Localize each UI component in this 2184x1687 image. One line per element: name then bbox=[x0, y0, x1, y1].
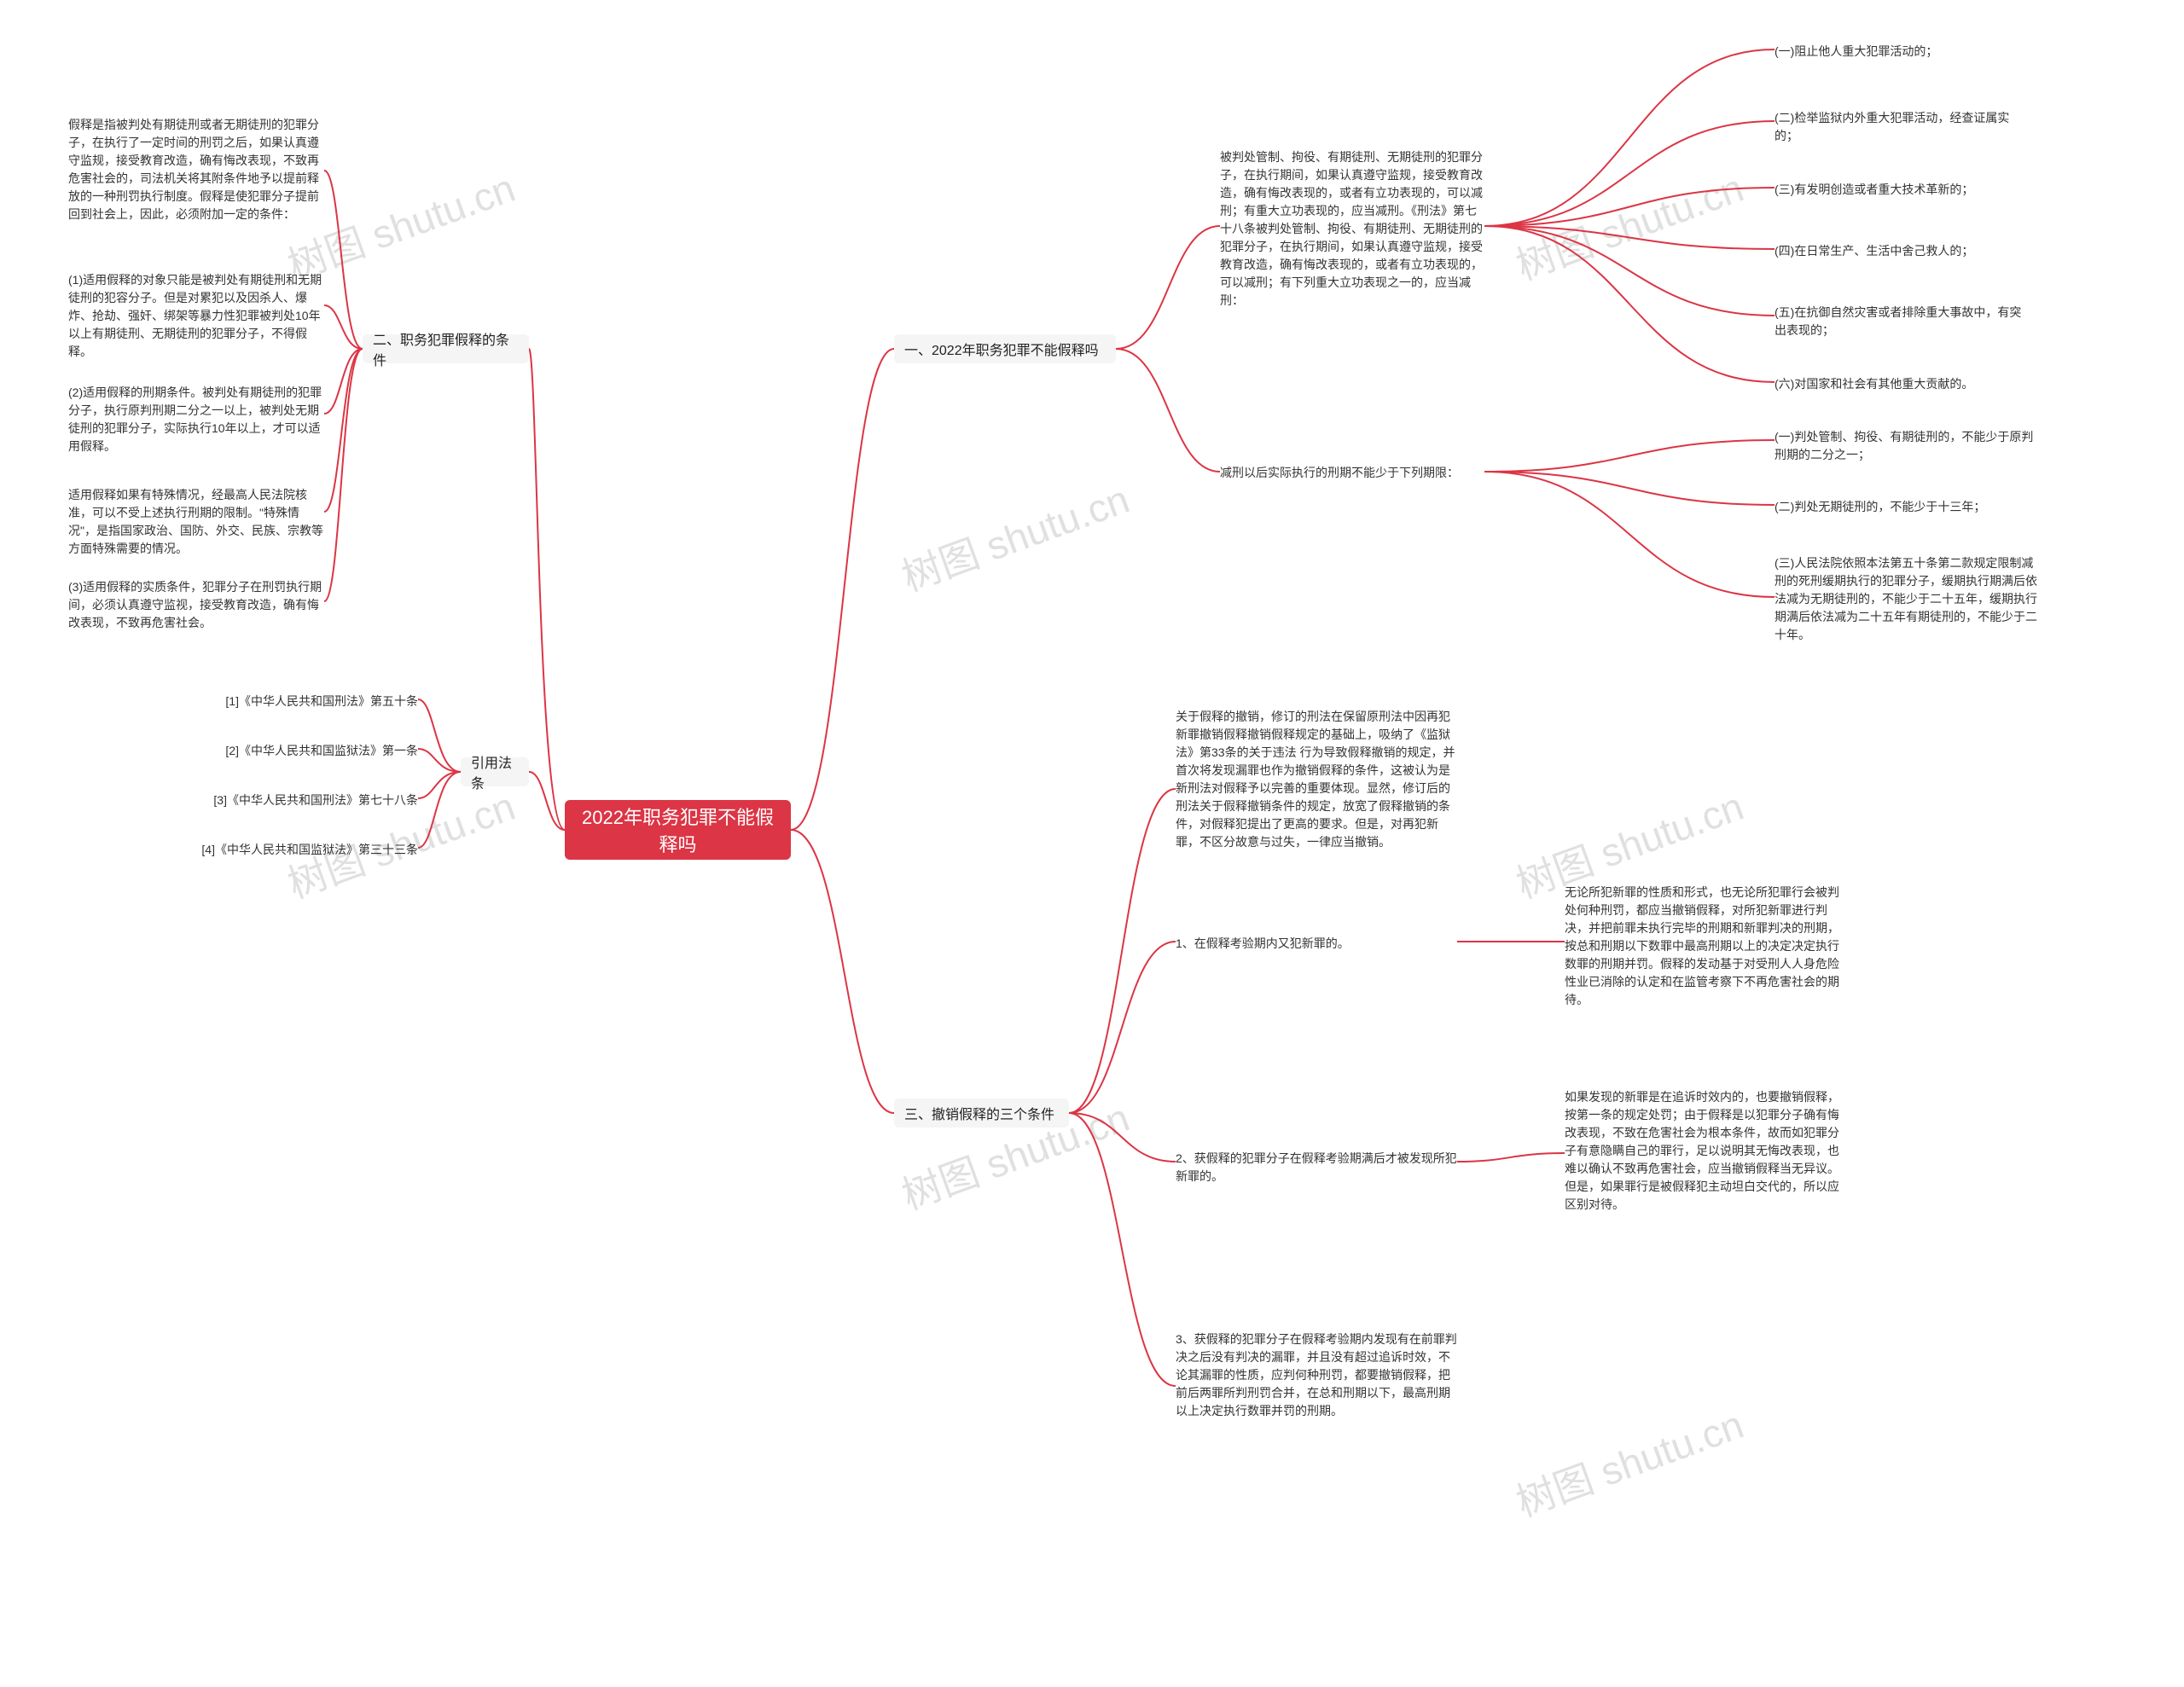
leaf-b3c1: 1、在假释考验期内又犯新罪的。 bbox=[1176, 935, 1457, 953]
branch-label: 引用法条 bbox=[471, 751, 519, 792]
root-node[interactable]: 2022年职务犯罪不能假释吗 bbox=[565, 800, 791, 860]
leaf-b2c1: 假释是指被判处有期徒刑或者无期徒刑的犯罪分子，在执行了一定时间的刑罚之后，如果认… bbox=[68, 116, 324, 223]
leaf-b1c1c: (三)有发明创造或者重大技术革新的； bbox=[1774, 181, 2030, 199]
leaf-b2c4: 适用假释如果有特殊情况，经最高人民法院核准，可以不受上述执行刑期的限制。"特殊情… bbox=[68, 486, 324, 558]
leaf-b1c1: 被判处管制、拘役、有期徒刑、无期徒刑的犯罪分子，在执行期间，如果认真遵守监规，接… bbox=[1220, 148, 1484, 310]
leaf-b1c1d: (四)在日常生产、生活中舍己救人的； bbox=[1774, 242, 2030, 260]
leaf-b3c3: 3、获假释的犯罪分子在假释考验期内发现有在前罪判决之后没有判决的漏罪，并且没有超… bbox=[1176, 1330, 1457, 1420]
leaf-b1c1b: (二)检举监狱内外重大犯罪活动，经查证属实的； bbox=[1774, 109, 2030, 145]
leaf-b1c2: 减刑以后实际执行的刑期不能少于下列期限： bbox=[1220, 464, 1484, 482]
branch-label: 三、撤销假释的三个条件 bbox=[904, 1103, 1054, 1123]
leaf-b1c1e: (五)在抗御自然灾害或者排除重大事故中，有突出表现的； bbox=[1774, 304, 2030, 339]
leaf-b1c1a: (一)阻止他人重大犯罪活动的； bbox=[1774, 43, 2030, 61]
leaf-b4c3: [3]《中华人民共和国刑法》第七十八条 bbox=[162, 791, 418, 809]
leaf-b1c2a: (一)判处管制、拘役、有期徒刑的，不能少于原判刑期的二分之一； bbox=[1774, 428, 2039, 464]
leaf-b3c0: 关于假释的撤销，修订的刑法在保留原刑法中因再犯新罪撤销假释撤销假释规定的基础上，… bbox=[1176, 708, 1457, 851]
leaf-b3c2: 2、获假释的犯罪分子在假释考验期满后才被发现所犯新罪的。 bbox=[1176, 1150, 1457, 1186]
leaf-b3c1a: 无论所犯新罪的性质和形式，也无论所犯罪行会被判处何种刑罚，都应当撤销假释，对所犯… bbox=[1565, 884, 1846, 1009]
branch-node-1[interactable]: 一、2022年职务犯罪不能假释吗 bbox=[894, 334, 1116, 363]
leaf-b1c2b: (二)判处无期徒刑的，不能少于十三年； bbox=[1774, 498, 2039, 516]
branch-node-4[interactable]: 引用法条 bbox=[461, 757, 529, 786]
leaf-b1c1f: (六)对国家和社会有其他重大贡献的。 bbox=[1774, 375, 2030, 393]
leaf-b2c3: (2)适用假释的刑期条件。被判处有期徒刑的犯罪分子，执行原判刑期二分之一以上，被… bbox=[68, 384, 324, 455]
leaf-b4c2: [2]《中华人民共和国监狱法》第一条 bbox=[162, 742, 418, 760]
leaf-b2c2: (1)适用假释的对象只能是被判处有期徒刑和无期徒刑的犯容分子。但是对累犯以及因杀… bbox=[68, 271, 324, 361]
leaf-b4c1: [1]《中华人民共和国刑法》第五十条 bbox=[162, 693, 418, 710]
leaf-b4c4: [4]《中华人民共和国监狱法》第三十三条 bbox=[162, 841, 418, 859]
root-label: 2022年职务犯罪不能假释吗 bbox=[578, 803, 777, 857]
branch-label: 二、职务犯罪假释的条件 bbox=[373, 328, 519, 369]
leaf-b3c2a: 如果发现的新罪是在追诉时效内的，也要撤销假释，按第一条的规定处罚；由于假释是以犯… bbox=[1565, 1088, 1846, 1214]
leaf-b1c2c: (三)人民法院依照本法第五十条第二款规定限制减刑的死刑缓期执行的犯罪分子，缓期执… bbox=[1774, 554, 2039, 644]
branch-label: 一、2022年职务犯罪不能假释吗 bbox=[904, 339, 1099, 359]
branch-node-3[interactable]: 三、撤销假释的三个条件 bbox=[894, 1099, 1069, 1128]
leaf-b2c5: (3)适用假释的实质条件，犯罪分子在刑罚执行期间，必须认真遵守监视，接受教育改造… bbox=[68, 578, 324, 632]
branch-node-2[interactable]: 二、职务犯罪假释的条件 bbox=[363, 334, 529, 363]
